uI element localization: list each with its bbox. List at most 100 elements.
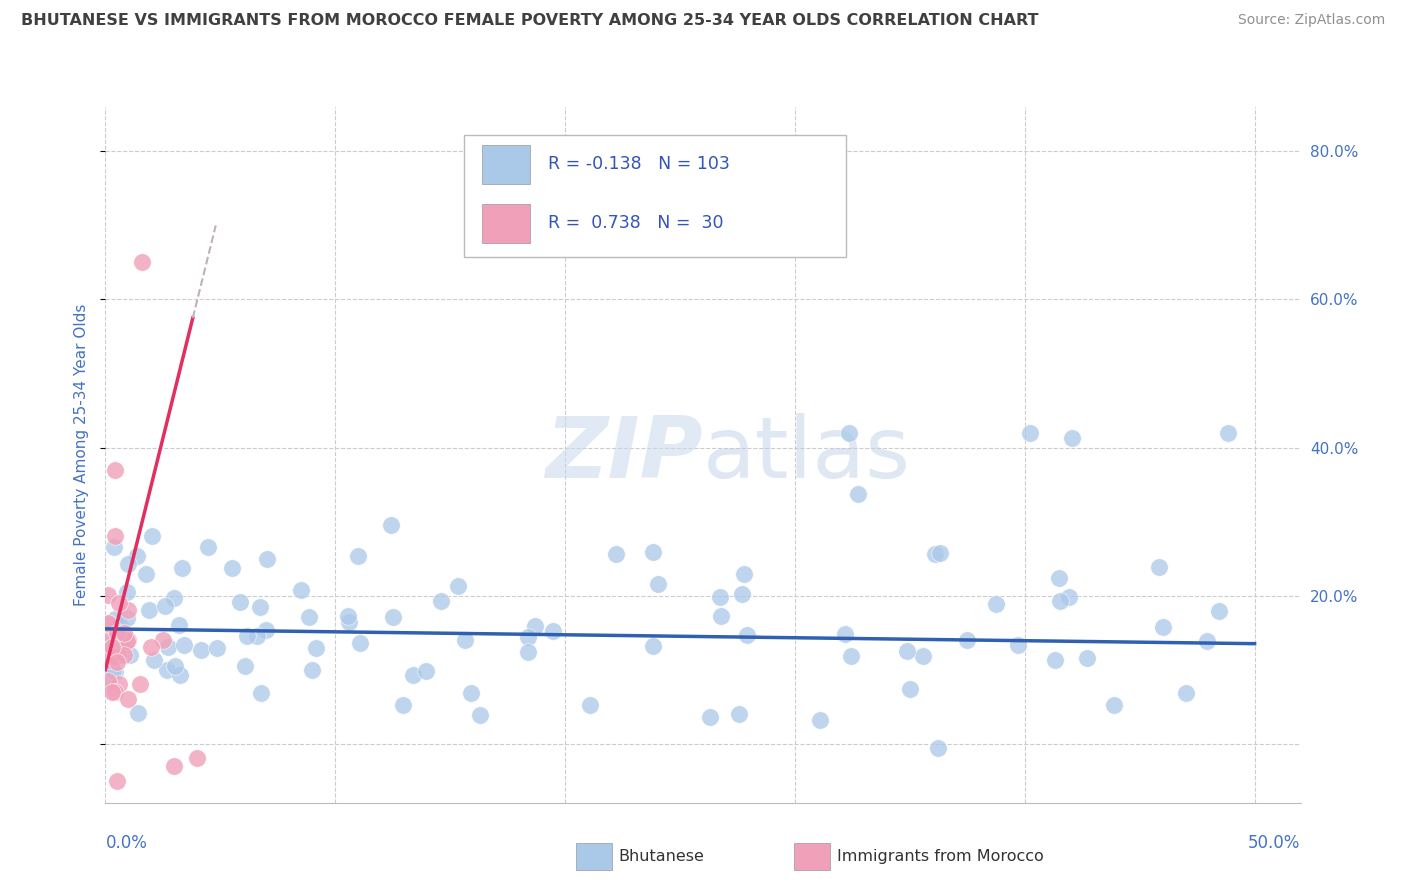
Text: R = -0.138   N = 103: R = -0.138 N = 103: [547, 155, 730, 173]
Point: [349, 636, 371, 650]
Point: [1197, 634, 1219, 648]
Text: 50.0%: 50.0%: [1249, 834, 1301, 852]
Point: [709, 591, 731, 605]
Point: [236, 629, 259, 643]
Point: [117, 603, 139, 617]
Point: [733, 567, 755, 582]
Point: [101, 685, 124, 699]
Point: [430, 594, 453, 608]
Point: [927, 741, 949, 756]
Point: [643, 545, 665, 559]
Text: ZIP: ZIP: [546, 413, 703, 497]
Point: [153, 599, 176, 614]
Point: [517, 645, 540, 659]
Point: [98, 655, 121, 669]
Point: [143, 653, 166, 667]
Point: [1043, 652, 1066, 666]
Point: [127, 706, 149, 720]
Point: [1076, 651, 1098, 665]
Point: [97, 616, 120, 631]
Point: [117, 611, 139, 625]
Point: [846, 487, 869, 501]
Point: [97, 626, 120, 640]
Point: [382, 610, 405, 624]
Point: [97, 676, 120, 690]
Text: 0.0%: 0.0%: [105, 834, 148, 852]
Point: [112, 648, 135, 662]
Point: [190, 643, 212, 657]
Point: [169, 618, 191, 632]
Point: [104, 685, 127, 699]
Point: [229, 595, 252, 609]
Point: [97, 674, 120, 689]
Point: [254, 623, 277, 637]
Point: [1102, 698, 1125, 712]
Text: Immigrants from Morocco: Immigrants from Morocco: [837, 849, 1043, 863]
Point: [112, 625, 135, 640]
Point: [246, 629, 269, 643]
Point: [1007, 638, 1029, 652]
Point: [605, 547, 627, 561]
Point: [105, 773, 128, 788]
Point: [97, 638, 120, 652]
Point: [337, 615, 360, 630]
Point: [105, 625, 128, 640]
Point: [735, 628, 758, 642]
Point: [454, 633, 477, 648]
Point: [115, 633, 138, 648]
Point: [337, 609, 360, 624]
Point: [898, 682, 921, 697]
Point: [101, 664, 124, 678]
Point: [839, 648, 862, 663]
Point: [730, 586, 752, 600]
Point: [104, 650, 127, 665]
Point: [138, 603, 160, 617]
Point: [838, 425, 860, 440]
Point: [460, 685, 482, 699]
FancyBboxPatch shape: [464, 135, 846, 257]
Point: [415, 664, 437, 678]
Point: [152, 632, 174, 647]
Point: [117, 632, 139, 647]
Point: [1047, 570, 1070, 584]
Point: [135, 566, 157, 581]
Point: [517, 630, 540, 644]
Text: Bhutanese: Bhutanese: [619, 849, 704, 863]
Point: [108, 596, 131, 610]
Point: [834, 627, 856, 641]
Point: [928, 545, 950, 559]
Point: [347, 549, 370, 564]
Point: [543, 624, 565, 638]
Point: [984, 597, 1007, 611]
Point: [579, 698, 602, 713]
Point: [101, 640, 124, 655]
Point: [120, 648, 142, 662]
Point: [97, 617, 120, 632]
Point: [290, 582, 312, 597]
Point: [141, 528, 163, 542]
Point: [104, 665, 127, 680]
Point: [104, 529, 127, 543]
Point: [97, 588, 120, 602]
Point: [1152, 620, 1174, 634]
Point: [97, 641, 120, 656]
Point: [207, 641, 229, 656]
Point: [1149, 560, 1171, 574]
Point: [392, 698, 415, 712]
Point: [298, 609, 321, 624]
Point: [117, 692, 139, 706]
Point: [447, 579, 470, 593]
Point: [1175, 686, 1198, 700]
Point: [641, 639, 664, 653]
Point: [380, 518, 402, 533]
Point: [1060, 431, 1083, 445]
Point: [173, 638, 195, 652]
Point: [250, 686, 273, 700]
Point: [470, 707, 492, 722]
Point: [117, 557, 139, 571]
Point: [647, 577, 669, 591]
Point: [157, 640, 180, 654]
Point: [172, 561, 194, 575]
Point: [156, 663, 179, 677]
Text: R =  0.738   N =  30: R = 0.738 N = 30: [547, 214, 723, 232]
